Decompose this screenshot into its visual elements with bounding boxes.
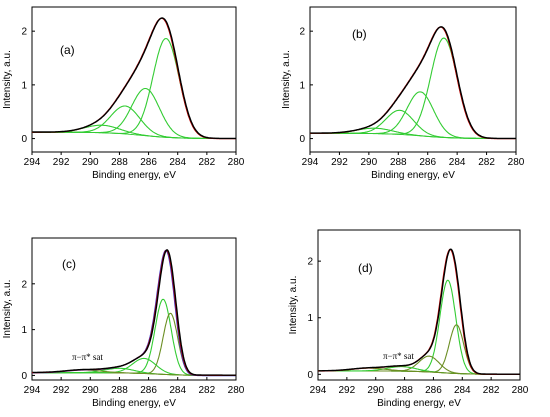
component-peak-2 xyxy=(310,91,516,140)
x-tick-label: 292 xyxy=(331,157,348,168)
envelope-line-2 xyxy=(32,17,236,140)
x-tick-label: 294 xyxy=(24,385,41,396)
x-tick-label: 294 xyxy=(310,385,327,396)
x-tick-label: 294 xyxy=(24,157,41,168)
component-peak-4 xyxy=(318,366,520,375)
satellite-annotation: π−π* sat xyxy=(72,352,103,362)
plot-area xyxy=(310,26,516,140)
y-axis-title: Intensity, a.u. xyxy=(2,50,13,109)
plot-frame xyxy=(309,6,517,153)
y-tick-label: 1 xyxy=(21,80,27,91)
plot-area xyxy=(32,249,236,377)
panel-label: (a) xyxy=(60,43,75,57)
x-tick-label: 290 xyxy=(367,385,384,396)
component-peak-1 xyxy=(310,37,516,140)
x-tick-label: 288 xyxy=(111,157,128,168)
x-tick-label: 280 xyxy=(228,385,245,396)
plot-frame xyxy=(31,237,237,381)
y-axis-title: Intensity, a.u. xyxy=(288,276,299,335)
x-tick-label: 286 xyxy=(140,157,157,168)
y-tick-label: 1 xyxy=(307,313,313,324)
x-tick-label: 286 xyxy=(419,157,436,168)
x-tick-label: 282 xyxy=(199,385,216,396)
x-tick-label: 280 xyxy=(508,157,525,168)
x-tick-label: 290 xyxy=(361,157,378,168)
x-tick-label: 292 xyxy=(53,385,70,396)
x-tick-label: 290 xyxy=(82,385,99,396)
x-tick-label: 286 xyxy=(425,385,442,396)
y-tick-label: 1 xyxy=(21,325,27,336)
y-axis-title: Intensity, a.u. xyxy=(281,50,292,109)
x-tick-label: 284 xyxy=(454,385,471,396)
y-tick-label: 2 xyxy=(299,27,305,38)
x-tick-label: 280 xyxy=(228,157,245,168)
y-tick-label: 1 xyxy=(299,80,305,91)
x-tick-label: 288 xyxy=(396,385,413,396)
envelope-line-2 xyxy=(318,248,520,375)
y-axis-title: Intensity, a.u. xyxy=(2,280,13,339)
y-tick-label: 2 xyxy=(21,27,27,38)
envelope-line-1 xyxy=(32,17,236,140)
y-tick-label: 2 xyxy=(21,279,27,290)
x-tick-label: 288 xyxy=(390,157,407,168)
x-tick-label: 282 xyxy=(483,385,500,396)
component-peak-2 xyxy=(32,312,236,376)
x-tick-label: 284 xyxy=(449,157,466,168)
envelope-line-1 xyxy=(318,248,520,375)
x-tick-label: 292 xyxy=(53,157,70,168)
x-tick-label: 294 xyxy=(302,157,319,168)
x-axis-title: Binding energy, eV xyxy=(92,398,176,409)
component-peak-1 xyxy=(32,298,236,376)
y-tick-label: 2 xyxy=(307,257,313,268)
y-tick-label: 0 xyxy=(307,370,313,381)
x-tick-label: 284 xyxy=(169,385,186,396)
y-tick-label: 0 xyxy=(21,371,27,382)
plot-frame xyxy=(317,229,521,381)
x-tick-label: 286 xyxy=(140,385,157,396)
panel-b: 294 292 290 288 286 284 282 280 0 1 2 Binding energ… xyxy=(281,6,525,181)
panel-label: (b) xyxy=(352,27,367,41)
x-tick-label: 290 xyxy=(82,157,99,168)
panel-d: 294 292 290 288 286 284 282 280 0 1 2 Binding energ… xyxy=(288,229,529,409)
panel-c: 294 292 290 288 286 284 282 280 0 1 2 Binding energ… xyxy=(2,237,245,409)
plot-area xyxy=(318,248,520,375)
envelope-line-1 xyxy=(310,26,516,140)
y-tick-label: 0 xyxy=(299,134,305,145)
x-tick-label: 284 xyxy=(169,157,186,168)
plot-frame xyxy=(31,6,237,153)
panel-label: (c) xyxy=(62,257,76,271)
x-axis-title: Binding energy, eV xyxy=(371,170,455,181)
satellite-annotation: π−π* sat xyxy=(383,351,414,361)
panel-a: 294 292 290 288 286 284 282 280 0 1 2 Binding energ… xyxy=(2,6,245,181)
panel-label: (d) xyxy=(358,261,373,275)
component-peak-2 xyxy=(318,324,520,375)
y-tick-label: 0 xyxy=(21,134,27,145)
envelope-line-2 xyxy=(310,26,516,140)
x-axis-title: Binding energy, eV xyxy=(92,170,176,181)
x-tick-label: 282 xyxy=(478,157,495,168)
x-tick-label: 282 xyxy=(199,157,216,168)
x-tick-label: 292 xyxy=(339,385,356,396)
envelope-line-3 xyxy=(32,249,236,376)
x-tick-label: 288 xyxy=(111,385,128,396)
x-tick-label: 280 xyxy=(512,385,529,396)
plot-area xyxy=(32,17,236,140)
x-axis-title: Binding energy, eV xyxy=(377,398,461,409)
